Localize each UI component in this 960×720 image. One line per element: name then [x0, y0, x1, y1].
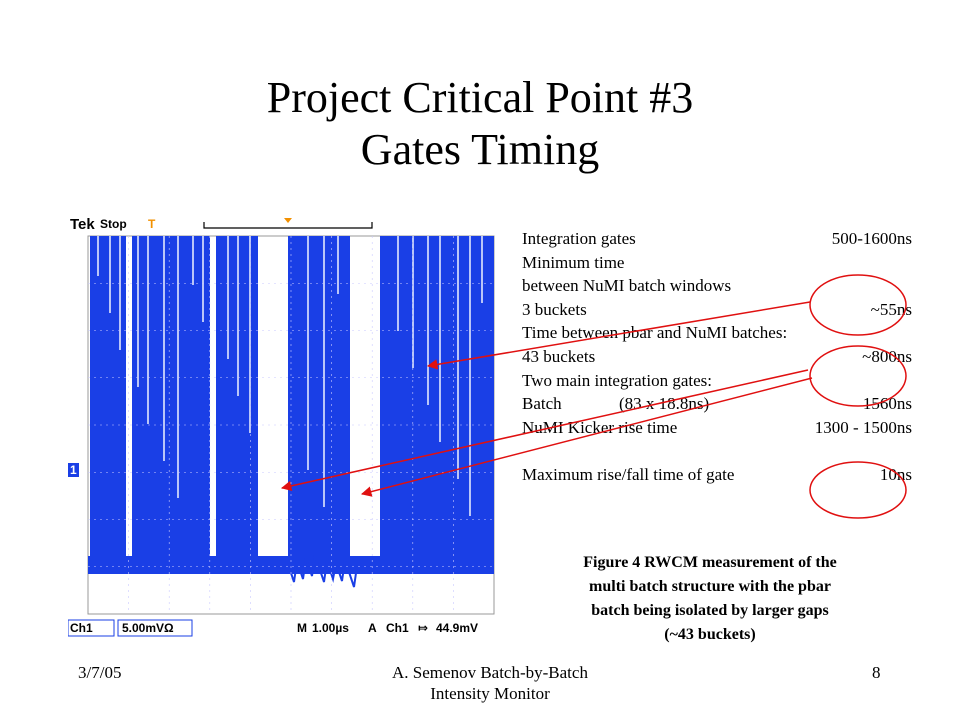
spec-row: Batch (83 x 18.8ns) 1560ns	[522, 392, 912, 416]
status-bar	[68, 618, 500, 638]
spec-row: Two main integration gates:	[522, 369, 912, 393]
spec-label: Integration gates	[522, 229, 636, 248]
spec-value: 10ns	[879, 464, 912, 484]
spec-value: 500-1600ns	[831, 229, 912, 248]
spec-label: Two main integration gates:	[522, 370, 713, 390]
batch-block	[288, 236, 350, 556]
a-label: A	[368, 621, 377, 635]
ringing-trace	[287, 554, 358, 588]
scope-status: Stop	[100, 217, 127, 231]
figure-caption: Figure 4 RWCM measurement of the multi b…	[520, 551, 900, 647]
title-line-1: Project Critical Point #3	[266, 73, 694, 122]
spec-row: 3 buckets ~55ns	[522, 298, 912, 322]
batch-block	[380, 236, 494, 556]
spec-label: Maximum rise/fall time of gate	[522, 464, 735, 484]
spec-row: NuMI Kicker rise time 1300 - 1500ns	[522, 416, 912, 440]
specs-list: Integration gates 500-1600ns Minimum time b…	[522, 227, 912, 487]
slide-title: Project Critical Point #3 Gates Timing	[0, 72, 960, 176]
spec-label: Time between pbar and NuMI batches:	[522, 323, 788, 343]
footer-author-line-2: Intensity Monitor	[430, 684, 550, 703]
timebase: 1.00µs	[312, 621, 349, 635]
oscilloscope-display	[68, 218, 500, 638]
ch1-scale: 5.00mVΩ	[122, 621, 174, 635]
caption-line-2: multi batch structure with the pbar	[589, 578, 831, 595]
caption-line-1: Figure 4 RWCM measurement of the	[583, 554, 837, 571]
spec-value: 1560ns	[862, 394, 912, 414]
spec-label: Batch	[522, 394, 562, 414]
caption-line-4: (~43 buckets)	[664, 626, 756, 643]
ch1-scale-box	[117, 619, 193, 637]
trigger-slope-icon: ⤇	[418, 621, 429, 635]
page-number: 8	[872, 663, 881, 682]
spec-label: NuMI Kicker rise time	[522, 417, 678, 437]
ch1-label-box	[68, 619, 115, 637]
channel-1-marker: 1	[68, 463, 79, 477]
spec-row: Time between pbar and NuMI batches:	[522, 321, 912, 345]
spec-value: ~55ns	[870, 299, 912, 319]
spec-row: between NuMI batch windows	[522, 274, 912, 298]
record-position-marker	[284, 218, 292, 223]
title-line-2: Gates Timing	[360, 125, 600, 174]
trigger-position-marker: T	[148, 217, 156, 231]
m-label: M	[297, 621, 307, 635]
spec-row: Minimum time	[522, 251, 912, 275]
footer-date: 3/7/05	[78, 663, 122, 682]
record-bracket	[203, 222, 373, 229]
spec-label: 3 buckets	[522, 299, 587, 319]
spec-label: Minimum time	[522, 252, 625, 272]
trigger-channel: Ch1	[386, 621, 409, 635]
footer-author: A. Semenov Batch-by-Batch Intensity Moni…	[330, 662, 650, 704]
spec-row: Maximum rise/fall time of gate 10ns	[522, 463, 912, 487]
spec-label: between NuMI batch windows	[522, 276, 732, 296]
spec-detail: (83 x 18.8ns)	[619, 394, 710, 414]
spec-value: 1300 - 1500ns	[814, 417, 912, 437]
caption-line-3: batch being isolated by larger gaps	[591, 602, 829, 619]
spec-row: Integration gates 500-1600ns	[522, 227, 912, 251]
oscilloscope-screenshot: Tek Stop T 1 Ch1 5.00mVΩ M 1.00µs A Ch1 …	[68, 214, 500, 640]
scope-brand: Tek	[70, 216, 95, 233]
ch1-label: Ch1	[70, 621, 93, 635]
footer-author-line-1: A. Semenov Batch-by-Batch	[392, 663, 588, 682]
baseline-band	[88, 556, 494, 574]
spec-row	[522, 439, 912, 463]
spec-label: 43 buckets	[522, 346, 596, 366]
trigger-level: 44.9mV	[436, 621, 479, 635]
spec-row: 43 buckets ~800ns	[522, 345, 912, 369]
spec-value: ~800ns	[862, 346, 912, 366]
batch-block	[216, 236, 258, 556]
batch-block	[132, 236, 210, 556]
